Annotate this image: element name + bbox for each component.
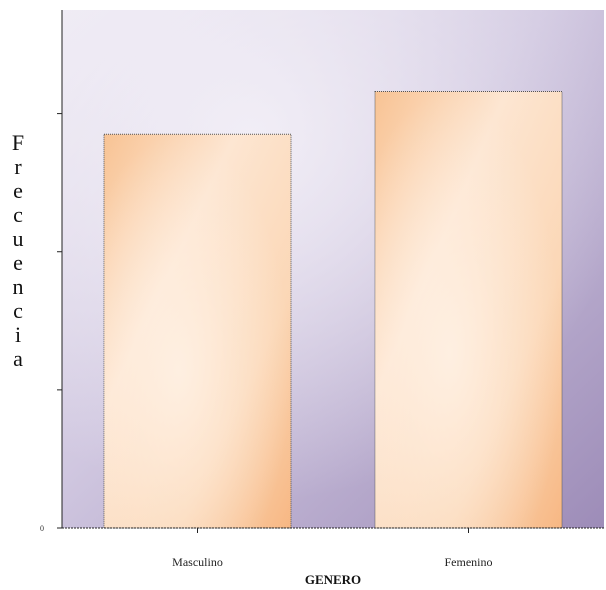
bar-highlight-masculino [104, 134, 291, 529]
x-tick-label-femenino: Femenino [445, 555, 493, 569]
bar-highlight-femenino [375, 91, 562, 528]
bars-layer [103, 91, 563, 529]
y-tick-label-0: 0 [40, 524, 44, 533]
x-labels-layer: Masculino Femenino [172, 528, 493, 569]
x-axis-title: GENERO [305, 572, 361, 587]
y-ticks-layer: 0 [40, 113, 62, 533]
x-tick-label-masculino: Masculino [172, 555, 223, 569]
